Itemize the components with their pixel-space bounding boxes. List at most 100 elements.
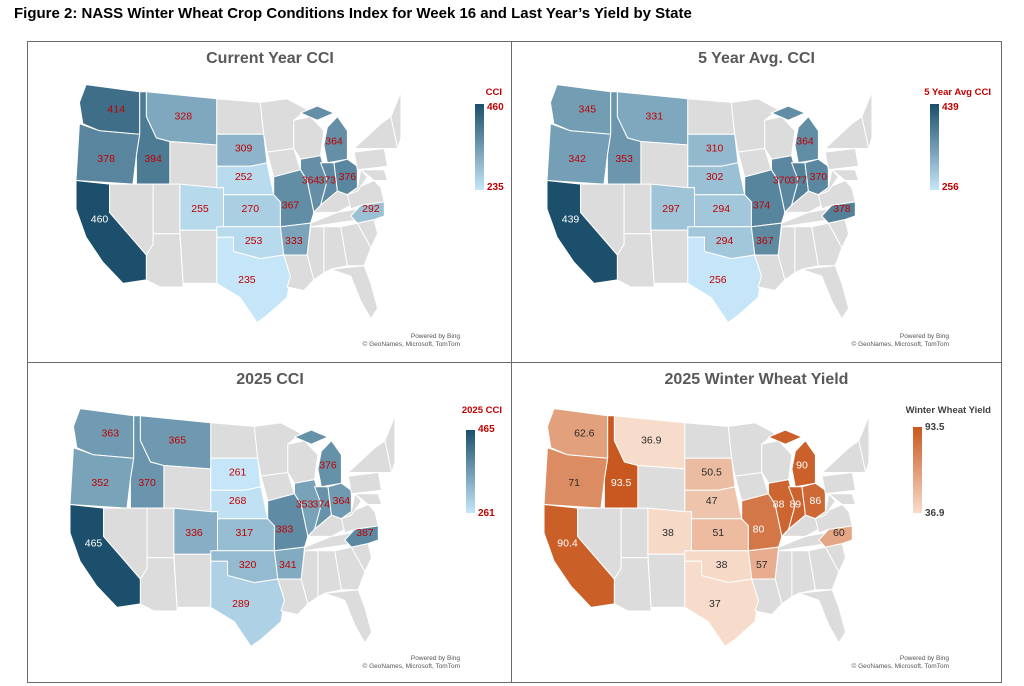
state-ga [808, 546, 840, 591]
credit-line: © GeoNames, Microsoft, TomTom [362, 341, 461, 348]
state-nd [687, 98, 736, 135]
state-wv [341, 492, 363, 520]
state-wv [815, 492, 837, 520]
state-value-label: 364 [302, 175, 320, 187]
credit-line: © GeoNames, Microsoft, TomTom [851, 341, 950, 348]
state-tx [654, 236, 763, 324]
choropleth-map: 62.6 71 93.5 36.9 90.4 50.5 47 38 51 38 37 80 57 88 89… [543, 408, 870, 648]
credit-line: Powered by Bing [899, 333, 949, 340]
legend-max: 460 [487, 102, 504, 113]
state-md [353, 493, 383, 505]
state-pa [347, 471, 383, 495]
state-nm [179, 229, 218, 288]
state-value-label: 364 [325, 136, 343, 148]
state-md [830, 169, 860, 181]
state-ny [820, 439, 867, 473]
state-tx [651, 560, 760, 648]
state-value-label: 252 [235, 171, 253, 183]
state-value-label: 387 [356, 527, 374, 539]
state-ga [334, 546, 366, 591]
state-ut [146, 507, 175, 559]
state-value-label: 345 [579, 104, 597, 116]
state-value-label: 370 [773, 175, 791, 187]
legend-min: 36.9 [925, 508, 945, 519]
state-fl [798, 589, 847, 644]
state-md [827, 493, 857, 505]
map-panel-5-year-avg-cci: 5 Year Avg. CCI 345 342 353 331 439 310 302 297… [511, 41, 1002, 364]
state-wy [637, 464, 686, 513]
state-value-label: 373 [319, 175, 337, 187]
state-wv [818, 168, 840, 196]
panel-title: 2025 CCI [236, 371, 304, 388]
state-value-label: 374 [313, 499, 331, 511]
state-ne2 [384, 415, 396, 475]
state-al [794, 226, 819, 274]
state-wi [287, 440, 319, 484]
map-panel-current-year-cci: Current Year CCI 414 378 394 328 460 309 252 25… [27, 41, 513, 364]
state-value-label: 80 [753, 523, 765, 535]
state-value-label: 71 [568, 477, 580, 489]
state-value-label: 297 [662, 203, 680, 215]
state-value-label: 255 [191, 203, 209, 215]
state-value-label: 333 [285, 235, 303, 247]
state-al [317, 550, 342, 598]
state-value-label: 378 [97, 153, 115, 165]
legend-color-bar [913, 427, 922, 513]
legend-title: Winter Wheat Yield [905, 405, 991, 416]
state-value-label: 62.6 [574, 428, 595, 440]
state-ut [620, 507, 649, 559]
legend-max: 439 [942, 102, 959, 113]
panel-title: Current Year CCI [206, 50, 334, 67]
panel-title: 2025 Winter Wheat Yield [664, 371, 849, 388]
state-miu [770, 105, 807, 121]
credit-line: Powered by Bing [899, 655, 949, 662]
state-ny [346, 439, 393, 473]
state-value-label: 51 [712, 527, 724, 539]
state-value-label: 363 [102, 428, 120, 440]
state-pa [353, 147, 389, 171]
state-ne2 [861, 91, 873, 151]
choropleth-map: 363 352 370 365 465 261 268 336 317 320 289 383 341 3… [69, 408, 396, 648]
legend-color-bar [466, 430, 475, 513]
state-nm [650, 229, 689, 288]
state-wv [347, 168, 369, 196]
state-value-label: 460 [91, 214, 109, 226]
state-value-label: 439 [562, 214, 580, 226]
state-value-label: 261 [229, 467, 247, 479]
state-value-label: 370 [138, 477, 156, 489]
state-ne2 [390, 91, 402, 151]
state-value-label: 414 [108, 104, 126, 116]
state-miu [767, 429, 804, 445]
state-value-label: 364 [796, 136, 814, 148]
state-nm [173, 553, 212, 612]
state-fl [330, 265, 379, 320]
state-value-label: 328 [175, 111, 193, 123]
state-value-label: 336 [185, 527, 203, 539]
state-wi [761, 440, 793, 484]
state-wi [764, 116, 796, 160]
legend-max: 93.5 [925, 422, 945, 433]
state-value-label: 394 [144, 153, 162, 165]
state-value-label: 377 [790, 175, 808, 187]
state-value-label: 36.9 [641, 435, 662, 447]
map-credit: Powered by Bing © GeoNames, Microsoft, T… [852, 655, 950, 671]
state-value-label: 367 [756, 235, 774, 247]
state-ny [823, 115, 870, 149]
state-value-label: 90 [796, 460, 808, 472]
state-value-label: 37 [709, 598, 721, 610]
legend-title: CCI [485, 87, 502, 98]
state-value-label: 89 [789, 499, 801, 511]
state-value-label: 353 [615, 153, 633, 165]
state-wi [293, 116, 325, 160]
state-value-label: 367 [282, 199, 300, 211]
state-pa [824, 147, 860, 171]
state-ne2 [858, 415, 870, 475]
map-credit: Powered by Bing © GeoNames, Microsoft, T… [852, 333, 950, 349]
state-al [323, 226, 348, 274]
state-nd [684, 422, 733, 459]
state-ga [340, 222, 372, 267]
map-panel-2025-cci: 2025 CCI 363 352 370 365 465 261 268 336 317 320 2… [27, 362, 513, 683]
figure-title: Figure 2: NASS Winter Wheat Crop Conditi… [14, 5, 692, 22]
state-wy [169, 140, 218, 189]
state-value-label: 90.4 [557, 538, 578, 550]
